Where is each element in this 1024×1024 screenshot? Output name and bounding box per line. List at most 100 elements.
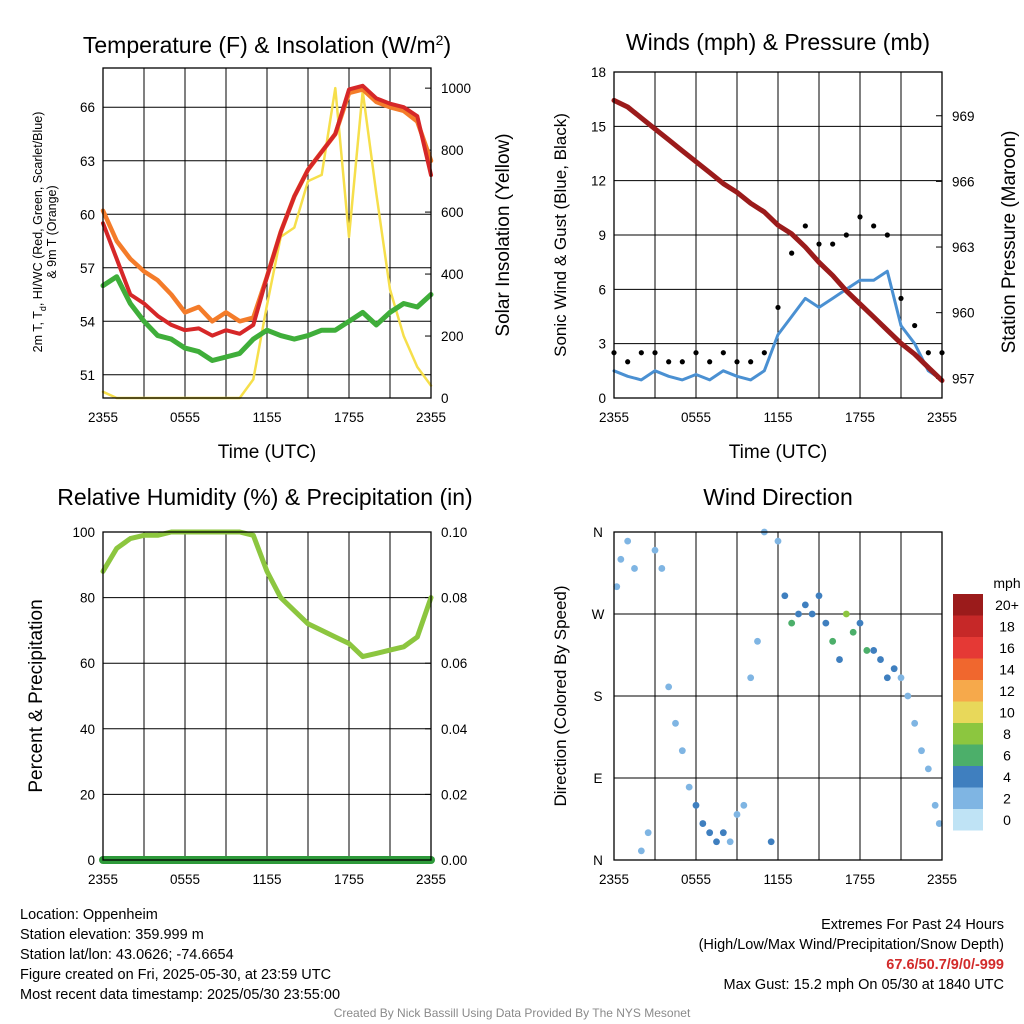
legend-label: 16	[999, 640, 1015, 656]
legend-swatch	[953, 658, 983, 680]
x-tick-label: 1155	[763, 410, 792, 425]
extremes-title: Extremes For Past 24 Hours	[821, 917, 1004, 933]
direction-point	[726, 838, 734, 846]
recent-text: Most recent data timestamp: 2025/05/30 2…	[20, 987, 341, 1003]
sonic-wind-line	[612, 269, 944, 382]
legend-title: mph	[993, 575, 1020, 591]
y-tick-label: 54	[80, 314, 96, 329]
temperature-2m-line	[101, 83, 433, 338]
dewpoint-line	[100, 274, 434, 363]
winds-xlabel: Time (UTC)	[729, 442, 828, 463]
direction-point	[651, 546, 659, 554]
direction-point	[740, 801, 748, 809]
extremes-values: 67.6/50.7/9/0/-999	[886, 957, 1004, 973]
y2-tick-label: 960	[952, 306, 975, 321]
direction-point	[911, 719, 919, 727]
direction-point	[815, 592, 823, 600]
direction-point	[897, 674, 905, 682]
direction-point	[856, 619, 864, 627]
legend-swatch	[953, 723, 983, 745]
direction-point	[836, 656, 843, 663]
x-tick-label: 0555	[170, 410, 200, 425]
wind-direction-ylabel: Direction (Colored By Speed)	[551, 585, 570, 806]
x-tick-label: 1155	[763, 872, 792, 887]
legend-swatch	[953, 766, 983, 788]
x-tick-label: 1155	[252, 410, 281, 425]
direction-point	[863, 647, 871, 654]
direction-point	[883, 674, 891, 682]
legend-swatch	[953, 594, 983, 616]
y-tick-label: 3	[598, 337, 606, 352]
direction-point	[849, 628, 857, 636]
y-tick-label: 57	[80, 261, 95, 276]
gust-point	[857, 214, 863, 220]
y2-tick-label: 963	[952, 240, 975, 255]
gust-point	[666, 359, 672, 365]
direction-point	[678, 747, 686, 755]
direction-point	[631, 565, 638, 572]
legend-label: 12	[999, 683, 1015, 699]
y-tick-label: 63	[80, 154, 95, 169]
y-tick-label: 51	[80, 368, 95, 383]
direction-point	[699, 820, 707, 827]
temperature-y2label: Solar Insolation (Yellow)	[493, 133, 514, 336]
direction-point	[788, 619, 796, 627]
y2-tick-label: 966	[952, 174, 975, 189]
y-tick-label: 80	[80, 591, 95, 606]
gust-point	[816, 241, 822, 247]
gust-point	[679, 359, 685, 365]
y-tick-label: 12	[591, 174, 606, 189]
plot-border	[102, 531, 432, 861]
y2-tick-label: 600	[441, 205, 464, 220]
legend-label: 0	[1003, 812, 1011, 828]
humidity-panel: Relative Humidity (%) & Precipitation (i…	[26, 484, 473, 887]
direction-point	[754, 637, 761, 645]
direction-point	[822, 619, 830, 627]
direction-point	[924, 765, 932, 773]
x-tick-label: 1755	[845, 410, 875, 425]
legend-swatch	[953, 701, 983, 723]
y-tick-label: 18	[591, 65, 606, 80]
direction-point	[829, 637, 837, 645]
y2-tick-label: 0.02	[441, 787, 467, 802]
humidity-title: Relative Humidity (%) & Precipitation (i…	[57, 484, 472, 510]
y-tick-label: 9	[598, 228, 606, 243]
gust-point	[693, 350, 699, 356]
winds-panel: Winds (mph) & Pressure (mb) Sonic Wind &…	[551, 29, 1020, 463]
legend-label: 8	[1003, 726, 1011, 742]
y-tick-label: 20	[80, 787, 95, 802]
direction-point	[808, 610, 816, 618]
plot-border	[613, 71, 943, 399]
gust-point	[761, 350, 767, 356]
gust-point	[843, 232, 849, 238]
direction-point	[719, 829, 727, 837]
x-tick-label: 0555	[681, 872, 711, 887]
direction-point	[706, 829, 714, 837]
direction-point	[935, 820, 943, 827]
temperature-panel: Temperature (F) & Insolation (W/m2) 2m T…	[31, 32, 514, 463]
gust-point	[734, 359, 740, 365]
gust-point	[912, 322, 918, 329]
direction-point	[931, 801, 939, 809]
gust-point	[707, 359, 713, 365]
winds-y2label: Station Pressure (Maroon)	[999, 131, 1020, 354]
legend-label: 4	[1003, 769, 1011, 785]
y-tick-label: 60	[80, 656, 95, 671]
y-tick-label: 15	[591, 119, 606, 134]
elevation-text: Station elevation: 359.999 m	[20, 927, 204, 943]
y2-tick-label: 800	[441, 143, 464, 158]
gust-point	[652, 350, 658, 356]
wind-direction-panel: Wind Direction Direction (Colored By Spe…	[551, 484, 1021, 887]
extremes-info: Extremes For Past 24 Hours (High/Low/Max…	[699, 915, 1004, 995]
y2-tick-label: 0	[441, 391, 449, 406]
x-tick-label: 2355	[599, 872, 629, 887]
direction-point	[795, 610, 802, 618]
direction-point	[767, 838, 775, 846]
y2-tick-label: 969	[952, 109, 975, 124]
direction-point	[781, 592, 789, 600]
direction-point	[890, 665, 898, 673]
temperature-title: Temperature (F) & Insolation (W/m2)	[83, 32, 451, 58]
direction-point	[870, 647, 878, 654]
humidity-ylabel: Percent & Precipitation	[26, 599, 47, 792]
